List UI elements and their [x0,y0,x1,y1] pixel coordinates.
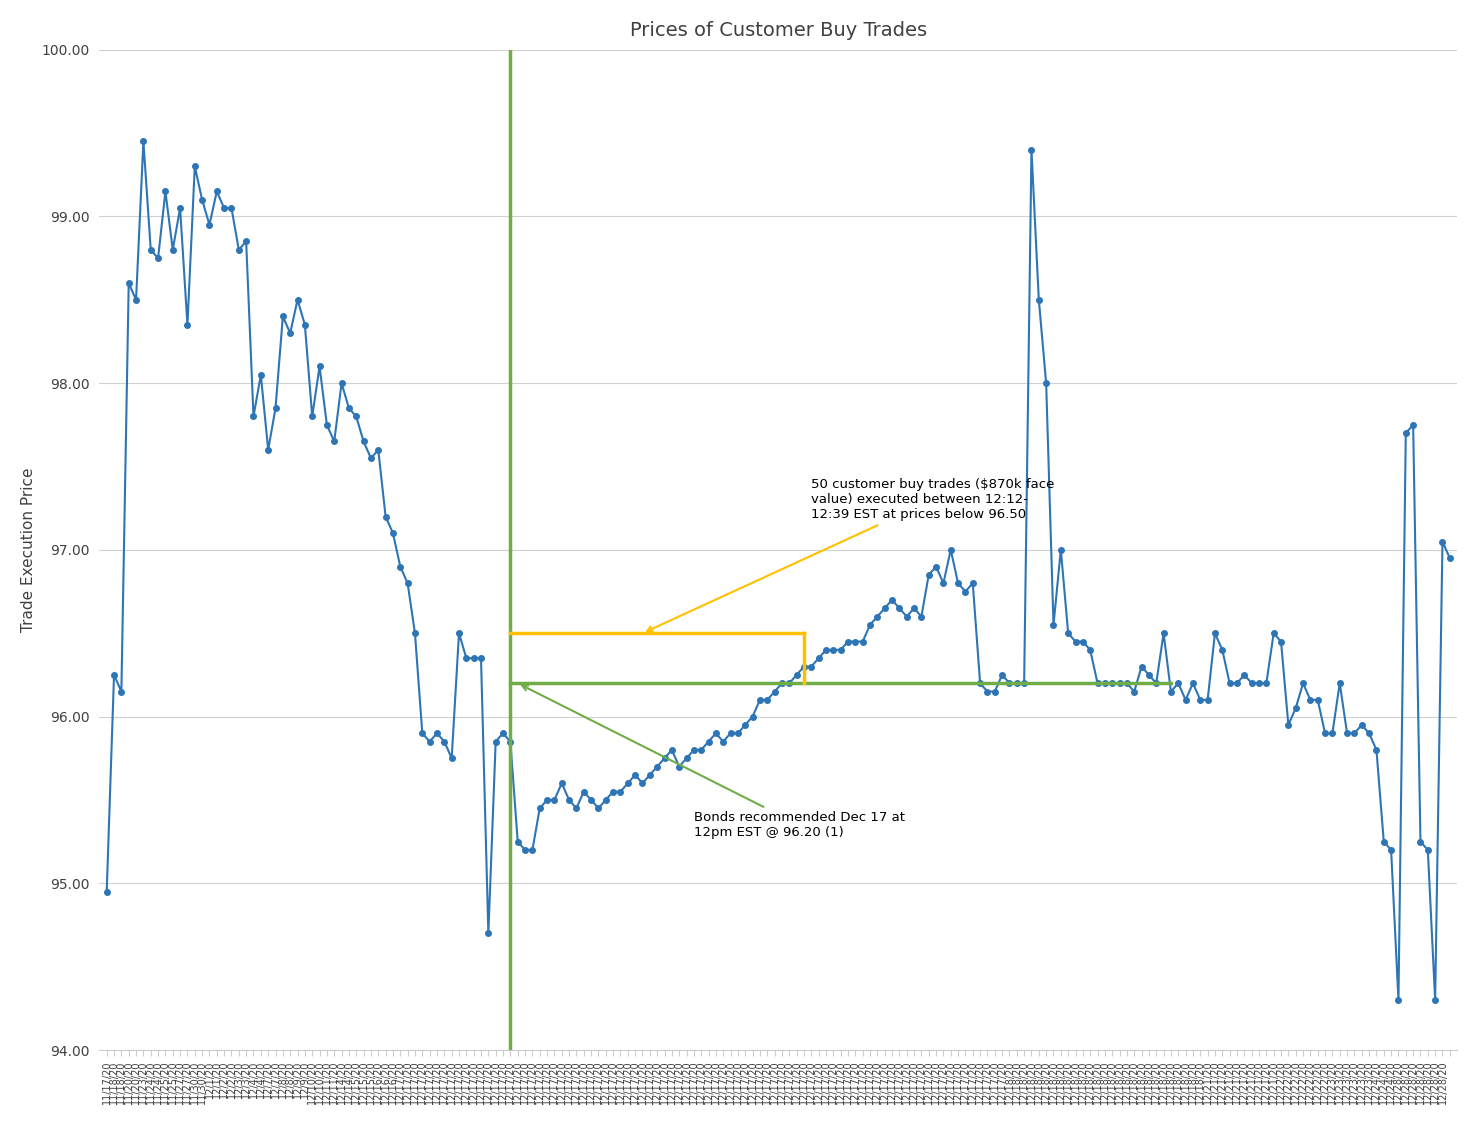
Text: 50 customer buy trades ($870k face
value) executed between 12:12-
12:39 EST at p: 50 customer buy trades ($870k face value… [647,478,1055,631]
Y-axis label: Trade Execution Price: Trade Execution Price [21,468,35,632]
Title: Prices of Customer Buy Trades: Prices of Customer Buy Trades [630,21,927,39]
Text: Bonds recommended Dec 17 at
12pm EST @ 96.20 (1): Bonds recommended Dec 17 at 12pm EST @ 9… [522,685,905,839]
